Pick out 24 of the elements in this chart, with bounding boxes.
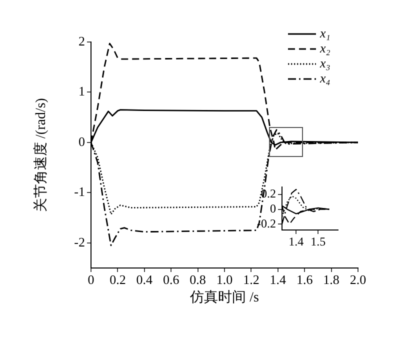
y-tick-label: 0 — [78, 134, 85, 149]
x-tick-label: 1.2 — [243, 272, 260, 288]
x-axis-title: 仿真时间 /s — [189, 289, 259, 306]
x-tick-label: 0.4 — [136, 272, 154, 288]
x-tick-label: 1.6 — [296, 272, 314, 288]
x-tick-label: 1.5 — [310, 234, 326, 248]
y-tick-label: -1 — [74, 184, 85, 200]
x-tick-label: 1.4 — [288, 234, 304, 248]
legend-label: x₁ — [319, 25, 330, 40]
y-tick-label: -2 — [74, 234, 85, 250]
y-tick-label: 1 — [78, 84, 85, 99]
legend-label: x₄ — [319, 70, 331, 86]
x-tick-label: 0.8 — [190, 272, 206, 288]
x-tick-label: 1.8 — [323, 272, 340, 288]
x-tick-label: 1.0 — [216, 272, 233, 288]
x-tick-label: 1.4 — [270, 272, 287, 288]
x-tick-label: 0.6 — [162, 272, 180, 288]
x-tick-label: 0.2 — [110, 272, 126, 288]
y-axis-title: 关节角速度 /(rad/s) — [33, 98, 50, 212]
legend-label: x₂ — [319, 40, 331, 56]
y-tick-label: 2 — [78, 33, 85, 48]
x-tick-label: 2.0 — [350, 272, 366, 288]
y-tick-label: 0 — [270, 201, 276, 216]
legend-label: x₃ — [319, 55, 330, 70]
